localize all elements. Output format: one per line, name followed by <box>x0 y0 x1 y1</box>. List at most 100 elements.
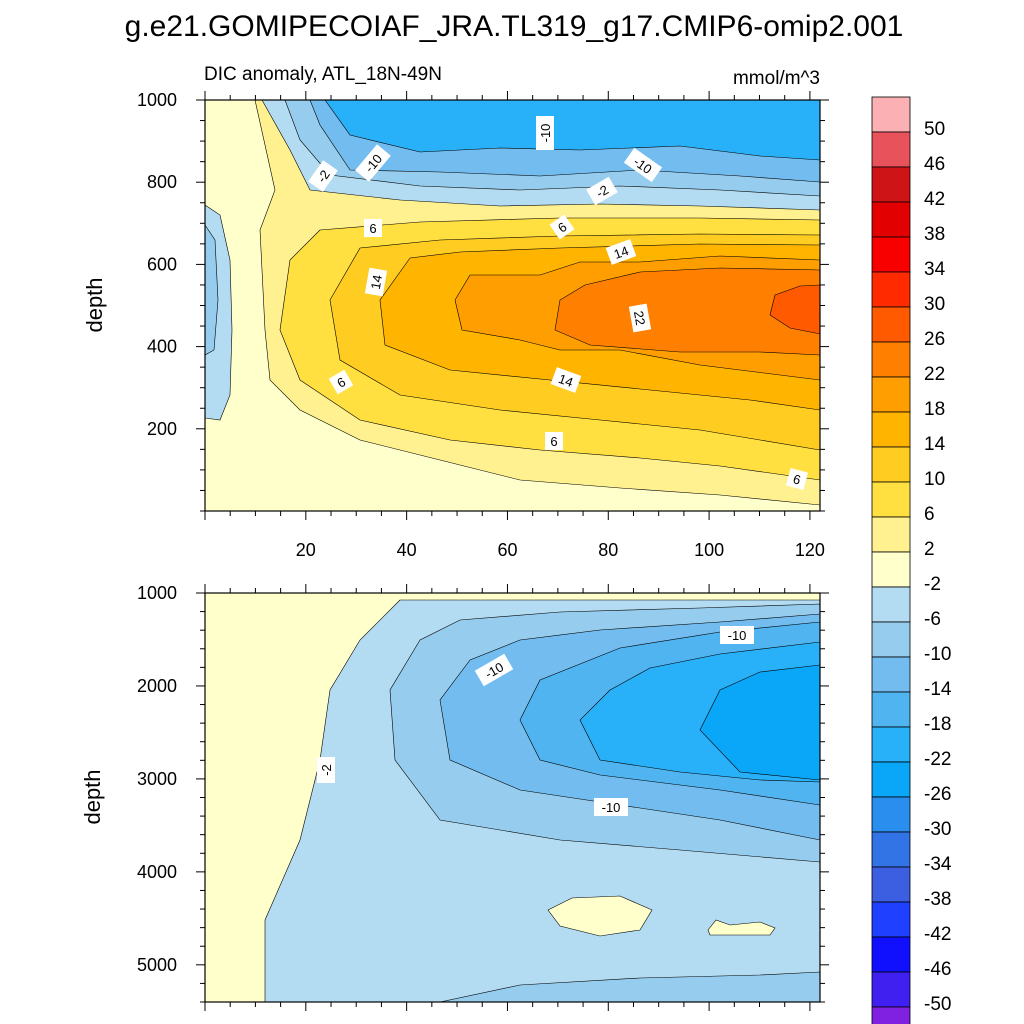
lower-axes: 1000 2000 3000 4000 5000 <box>137 583 829 1011</box>
lower-ylabel: depth <box>80 769 105 824</box>
y-tick-label: 800 <box>147 172 177 192</box>
colorbar-swatch <box>871 551 911 588</box>
lower-panel-field <box>205 593 820 1002</box>
x-tick-label: 20 <box>296 540 316 560</box>
y-tick-label: 4000 <box>137 862 177 882</box>
contour-label-bg <box>605 239 637 265</box>
colorbar-label: -18 <box>924 714 951 735</box>
colorbar-swatch <box>871 726 911 763</box>
colorbar-swatch <box>871 341 911 378</box>
contour-label: 6 <box>549 214 575 240</box>
contour-label: -10 <box>594 798 628 816</box>
contour-label-bg <box>720 626 754 644</box>
contour-label: 14 <box>364 267 388 297</box>
contour-label-bg <box>474 653 514 687</box>
contour-label: -2 <box>308 160 338 192</box>
contour-label-bg <box>628 303 652 333</box>
colorbar-label: 18 <box>924 399 945 420</box>
colorbar-swatch <box>871 796 911 833</box>
upper-panel-field <box>205 100 820 511</box>
colorbar-swatch <box>871 586 911 623</box>
contour-label: 22 <box>628 303 652 333</box>
contour-label-bg <box>355 144 391 182</box>
y-tick-label: 600 <box>147 254 177 274</box>
contour-label: -10 <box>720 626 754 644</box>
contour-label-bg <box>545 432 563 450</box>
colorbar-label: -10 <box>924 644 951 665</box>
contour-label: 6 <box>785 467 809 491</box>
band-deep-warm-blob-2 <box>707 919 776 936</box>
colorbar-swatch <box>871 481 911 518</box>
colorbar-swatch <box>871 96 911 133</box>
band-neg-coastal-core <box>205 224 219 356</box>
colorbar-label: -6 <box>924 609 941 630</box>
band-neg22-neg26-deep <box>699 664 820 781</box>
colorbar-swatch <box>871 376 911 413</box>
x-tick-label: 80 <box>598 540 618 560</box>
colorbar-label: 6 <box>924 504 935 525</box>
colorbar-label: 22 <box>924 364 945 385</box>
x-tick-label: 120 <box>795 540 825 560</box>
colorbar-label: 14 <box>924 434 946 455</box>
contour-label-bg <box>594 798 628 816</box>
y-tick-label: 1000 <box>137 90 177 110</box>
colorbar-swatch <box>871 306 911 343</box>
contour-label-text: 14 <box>556 371 575 390</box>
colorbar-swatch <box>871 271 911 308</box>
colorbar-label: -2 <box>924 574 941 595</box>
colorbar-label: -46 <box>924 959 951 980</box>
contour-label-bg <box>536 116 554 150</box>
contour-label-text: 14 <box>612 243 631 262</box>
y-tick-label: 5000 <box>137 955 177 975</box>
colorbar-label: 30 <box>924 294 945 315</box>
contour-label: 14 <box>550 367 582 393</box>
x-tick-label: 40 <box>397 540 417 560</box>
y-tick-label: 3000 <box>137 769 177 789</box>
y-tick-label: 1000 <box>137 583 177 603</box>
colorbar-label: 46 <box>924 154 945 175</box>
figure-title: g.e21.GOMIPECOIAF_JRA.TL319_g17.CMIP6-om… <box>125 10 904 43</box>
contour-label-text: -10 <box>728 628 747 643</box>
contour-label: 6 <box>364 219 382 237</box>
colorbar-label: 50 <box>924 119 945 140</box>
contour-label-bg <box>317 757 335 783</box>
upper-ylabel: depth <box>82 277 107 332</box>
colorbar: 50 46 42 38 34 30 26 22 18 14 10 6 2 -2 -6 -10 -14 -18 -22… <box>871 96 952 1024</box>
colorbar-label: -42 <box>924 924 951 945</box>
contour-label-bg <box>586 176 618 206</box>
colorbar-swatch <box>871 411 911 448</box>
upper-axes: 20 40 60 80 100 120 200 400 600 800 1000 <box>137 90 829 560</box>
band-deep-bottom <box>439 971 820 1002</box>
contour-label: 6 <box>328 369 354 395</box>
colorbar-swatch <box>871 901 911 938</box>
colorbar-label: 26 <box>924 329 945 350</box>
y-tick-label: 200 <box>147 419 177 439</box>
contour-label-bg <box>550 367 582 393</box>
colorbar-label: -30 <box>924 819 951 840</box>
colorbar-swatch <box>871 1006 911 1024</box>
colorbar-swatch <box>871 201 911 238</box>
colorbar-swatch <box>871 166 911 203</box>
colorbar-label: -34 <box>924 854 952 875</box>
contour-label-text: 6 <box>369 221 376 236</box>
colorbar-swatch <box>871 656 911 693</box>
colorbar-swatch <box>871 971 911 1008</box>
band-22-26 <box>554 267 820 356</box>
contour-label-bg <box>364 219 382 237</box>
colorbar-label: 10 <box>924 469 945 490</box>
contour-label-text: -2 <box>319 764 334 776</box>
contour-label: -2 <box>317 757 335 783</box>
contour-label: -10 <box>623 147 663 183</box>
colorbar-label: -38 <box>924 889 951 910</box>
contour-label-bg <box>623 147 663 183</box>
contour-label: -2 <box>586 176 618 206</box>
contour-label-text: 6 <box>791 471 802 487</box>
colorbar-swatch <box>871 691 911 728</box>
contour-label: -10 <box>474 653 514 687</box>
contour-label: 14 <box>605 239 637 265</box>
colorbar-label: 34 <box>924 259 946 280</box>
y-tick-label: 400 <box>147 337 177 357</box>
contour-label-bg <box>549 214 575 240</box>
